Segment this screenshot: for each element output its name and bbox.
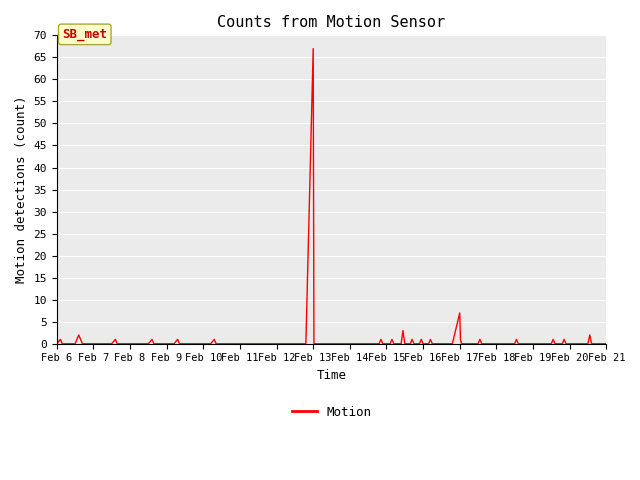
Title: Counts from Motion Sensor: Counts from Motion Sensor <box>218 15 445 30</box>
Text: SB_met: SB_met <box>62 28 108 41</box>
Legend: Motion: Motion <box>287 401 376 424</box>
X-axis label: Time: Time <box>317 369 346 382</box>
Y-axis label: Motion detections (count): Motion detections (count) <box>15 96 28 283</box>
